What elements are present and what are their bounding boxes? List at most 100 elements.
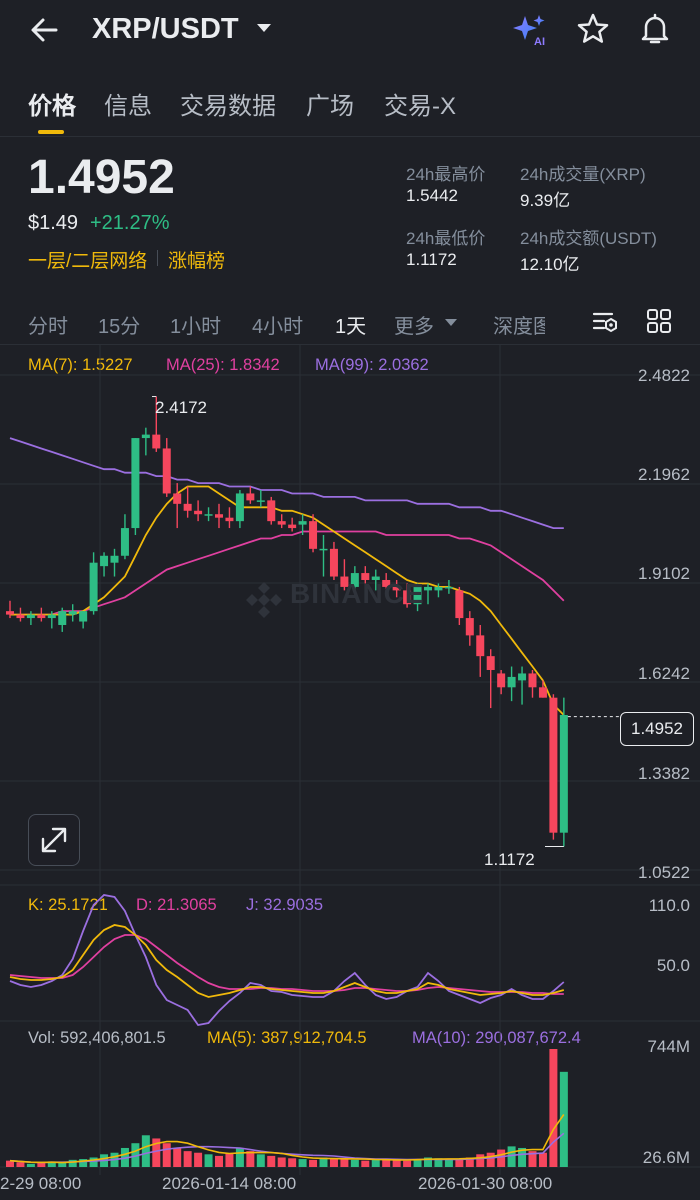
candle-body bbox=[68, 611, 77, 615]
volume-bar bbox=[361, 1160, 370, 1167]
trading-pair-title[interactable]: XRP/USDT bbox=[92, 13, 239, 45]
volume-bar bbox=[455, 1159, 464, 1167]
ma99-legend: MA(99): 2.0362 bbox=[315, 356, 429, 374]
category-tag-layer[interactable]: 一层/二层网络 bbox=[28, 251, 148, 272]
volume-bar bbox=[235, 1147, 244, 1167]
volume-bar bbox=[225, 1153, 234, 1167]
depth-chart-tab[interactable]: 深度图 bbox=[493, 316, 545, 338]
price-axis-label: 1.6242 bbox=[638, 664, 690, 683]
candle-body bbox=[559, 714, 568, 833]
volume-bar bbox=[538, 1152, 547, 1167]
candle-body bbox=[465, 618, 474, 636]
volume-bar bbox=[288, 1158, 297, 1167]
kdj-j-legend: J: 32.9035 bbox=[246, 896, 324, 914]
volume-bar bbox=[256, 1154, 265, 1167]
volume-bar bbox=[183, 1151, 192, 1167]
volume-bar bbox=[413, 1159, 422, 1167]
volume-bar bbox=[371, 1159, 380, 1167]
interval-more[interactable]: 更多 bbox=[394, 316, 434, 338]
last-price: 1.4952 bbox=[28, 151, 175, 204]
interval-bar: 分时 15分 1小时 4小时 1天 更多 深度图 bbox=[0, 300, 700, 345]
ma25-legend: MA(25): 1.8342 bbox=[166, 356, 280, 374]
volume-legend: Vol: 592,406,801.5 bbox=[28, 1029, 166, 1047]
kdj-j-line bbox=[9, 894, 565, 1026]
ma7-line bbox=[10, 485, 565, 716]
binance-logo-icon bbox=[246, 582, 282, 618]
tab-price[interactable]: 价格 bbox=[28, 93, 76, 120]
tab-info[interactable]: 信息 bbox=[104, 93, 152, 120]
volume-bar bbox=[392, 1159, 401, 1167]
back-arrow-icon[interactable] bbox=[26, 12, 62, 48]
volume-bar bbox=[277, 1157, 286, 1167]
category-tag-gainers[interactable]: 涨幅榜 bbox=[168, 251, 226, 272]
candle-body bbox=[89, 562, 98, 612]
interval-1h[interactable]: 1小时 bbox=[170, 316, 222, 338]
price-axis-label: 1.3382 bbox=[638, 764, 690, 783]
price-axis-label: 2.4822 bbox=[638, 366, 690, 385]
interval-4h[interactable]: 4小时 bbox=[252, 316, 304, 338]
kdj-k-line bbox=[9, 924, 565, 998]
layout-grid-icon[interactable] bbox=[646, 308, 672, 334]
chevron-down-icon[interactable] bbox=[256, 22, 272, 34]
bell-icon[interactable] bbox=[638, 12, 672, 46]
candle-body bbox=[6, 611, 14, 615]
low-value: 1.1172 bbox=[406, 250, 457, 269]
volume-bar bbox=[152, 1138, 161, 1167]
kline-chart[interactable]: 2.4822 2.1962 1.9102 1.6242 1.3382 1.0522 110.… bbox=[0, 345, 700, 1175]
tab-trading-data[interactable]: 交易数据 bbox=[180, 93, 276, 120]
volume-bar bbox=[403, 1160, 412, 1167]
volume-value: 9.39亿 bbox=[520, 191, 571, 210]
candle-body bbox=[528, 673, 537, 688]
candle-body bbox=[277, 521, 286, 525]
tab-trade-x[interactable]: 交易-X bbox=[384, 93, 456, 120]
indicator-settings-icon[interactable] bbox=[592, 308, 618, 334]
candle-body bbox=[120, 528, 129, 556]
interval-timeline[interactable]: 分时 bbox=[28, 316, 68, 338]
interval-1d[interactable]: 1天 bbox=[335, 316, 367, 338]
candle-body bbox=[382, 579, 391, 587]
fullscreen-button[interactable] bbox=[28, 814, 80, 866]
top-bar: XRP/USDT AI bbox=[0, 0, 700, 60]
chevron-down-icon[interactable] bbox=[444, 318, 458, 328]
volume-bar bbox=[215, 1155, 223, 1167]
candle-body bbox=[26, 614, 35, 619]
volume-bar bbox=[16, 1162, 25, 1167]
candle-body bbox=[309, 521, 318, 549]
detail-tabs: 价格 信息 交易数据 广场 交易-X bbox=[0, 80, 700, 137]
volume-bar bbox=[204, 1154, 213, 1167]
tab-square[interactable]: 广场 bbox=[306, 93, 354, 120]
candle-body bbox=[538, 687, 547, 698]
high-value: 1.5442 bbox=[406, 186, 458, 205]
price-axis-label: 1.0522 bbox=[638, 863, 690, 882]
candle-body bbox=[256, 500, 265, 502]
volume-bar bbox=[507, 1146, 516, 1167]
candle-body bbox=[162, 448, 171, 494]
date-label-2: 2026-01-14 08:00 bbox=[162, 1174, 297, 1193]
high-label: 24h最高价 bbox=[406, 165, 486, 184]
interval-15m[interactable]: 15分 bbox=[98, 316, 141, 338]
ai-sparkle-icon[interactable]: AI bbox=[512, 12, 548, 48]
candle-body bbox=[424, 586, 432, 591]
volume-bar bbox=[549, 1049, 558, 1167]
candle-body bbox=[183, 503, 192, 511]
volume-bar bbox=[309, 1159, 318, 1167]
volume-ma10-legend: MA(10): 290,087,672.4 bbox=[412, 1029, 581, 1047]
candle-body bbox=[476, 635, 485, 657]
expand-icon bbox=[41, 827, 67, 853]
candle-body bbox=[110, 555, 119, 563]
candle-body bbox=[215, 514, 223, 518]
candle-body bbox=[152, 434, 161, 449]
volume-bar bbox=[444, 1159, 453, 1167]
volume-bar bbox=[131, 1143, 140, 1167]
candle-body bbox=[100, 555, 109, 567]
candle-body bbox=[288, 524, 297, 529]
volume-bar bbox=[141, 1135, 150, 1167]
volume-bar bbox=[497, 1149, 506, 1167]
volume-bar bbox=[319, 1157, 328, 1167]
favorite-star-icon[interactable] bbox=[576, 12, 610, 46]
candle-body bbox=[131, 438, 140, 529]
usd-price: $1.49 bbox=[28, 212, 79, 234]
volume-axis-label: 744M bbox=[647, 1037, 690, 1056]
amount-value: 12.10亿 bbox=[520, 255, 580, 274]
volume-bar bbox=[382, 1159, 391, 1167]
